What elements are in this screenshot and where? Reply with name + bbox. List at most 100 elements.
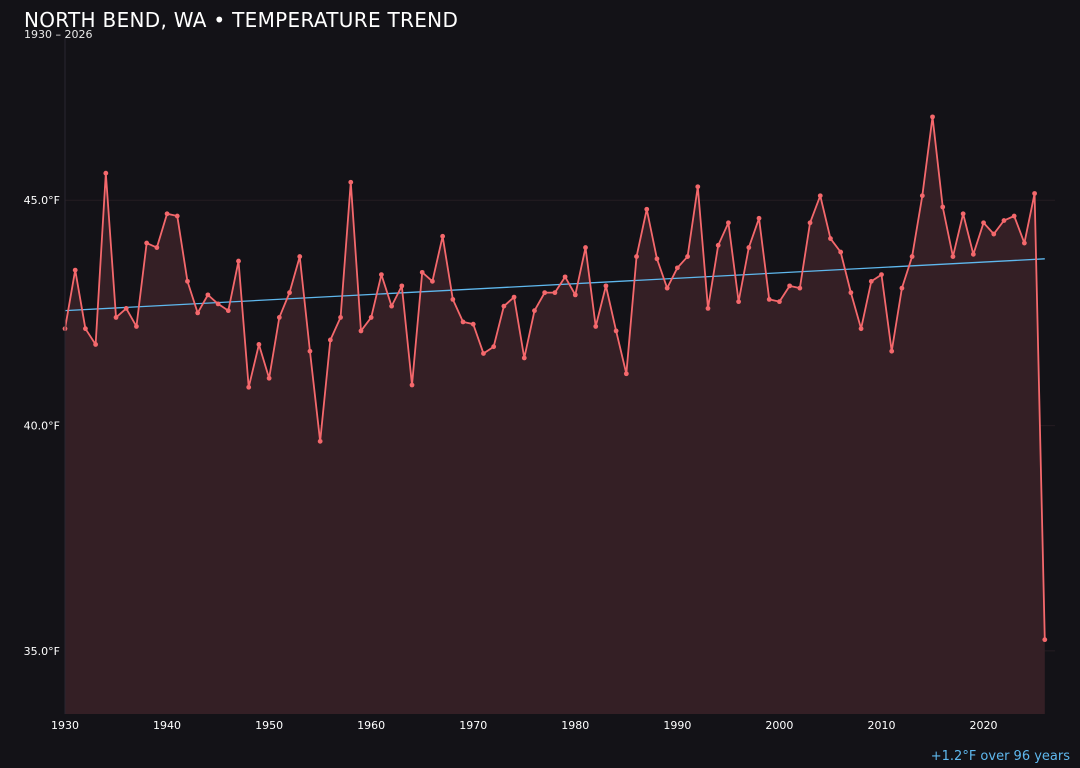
area-fill xyxy=(65,116,1045,715)
data-point xyxy=(327,337,333,343)
x-tick-label: 1930 xyxy=(51,719,79,732)
x-tick-label: 1950 xyxy=(255,719,283,732)
data-point xyxy=(695,184,701,190)
data-point xyxy=(899,285,905,291)
data-point xyxy=(613,328,619,334)
data-point xyxy=(225,308,231,314)
data-point xyxy=(266,375,272,381)
data-point xyxy=(481,351,486,356)
data-point xyxy=(685,254,690,259)
x-tick-label: 1990 xyxy=(663,719,691,732)
data-point xyxy=(93,342,99,347)
data-point xyxy=(317,438,323,444)
data-point xyxy=(450,296,456,302)
x-tick-label: 1960 xyxy=(357,719,385,732)
data-point xyxy=(552,290,558,296)
data-point xyxy=(970,251,976,257)
data-point xyxy=(72,267,78,273)
data-point xyxy=(358,328,364,334)
data-point xyxy=(583,245,588,250)
data-point xyxy=(756,215,762,221)
data-point xyxy=(889,348,895,354)
data-point xyxy=(593,324,599,329)
data-point xyxy=(246,384,252,390)
data-point xyxy=(1001,218,1007,223)
data-point xyxy=(674,265,680,271)
data-point xyxy=(950,254,956,259)
data-point xyxy=(838,249,844,255)
data-point xyxy=(654,256,660,262)
data-point xyxy=(256,342,262,347)
data-point xyxy=(236,258,241,264)
data-point xyxy=(491,344,497,350)
data-point xyxy=(297,254,303,259)
data-point xyxy=(511,294,517,300)
data-point xyxy=(1021,240,1027,246)
data-point xyxy=(532,308,537,314)
data-point xyxy=(736,299,742,305)
data-point xyxy=(848,290,854,296)
data-point xyxy=(430,278,435,284)
data-point xyxy=(205,292,211,298)
data-point xyxy=(195,310,201,316)
data-point xyxy=(440,233,446,239)
data-point xyxy=(623,371,629,377)
x-tick-label: 1940 xyxy=(153,719,181,732)
data-point xyxy=(287,290,292,296)
data-point xyxy=(940,204,946,210)
data-point xyxy=(817,193,823,199)
data-point xyxy=(828,236,833,241)
data-point xyxy=(460,319,466,325)
y-tick-label: 45.0°F xyxy=(24,194,60,207)
data-point xyxy=(960,211,966,217)
data-point xyxy=(603,283,609,289)
data-point xyxy=(185,278,190,284)
trend-line-group xyxy=(64,258,1045,312)
data-point xyxy=(1032,191,1037,196)
data-point xyxy=(1011,213,1017,219)
data-point xyxy=(134,324,139,329)
data-point xyxy=(879,272,884,277)
data-point xyxy=(144,240,150,246)
data-point xyxy=(123,306,129,311)
data-point xyxy=(348,179,354,185)
trend-line xyxy=(64,258,1045,312)
chart-subtitle: 1930 – 2026 xyxy=(24,28,93,41)
chart-title: NORTH BEND, WA • TEMPERATURE TREND xyxy=(24,8,459,32)
data-point xyxy=(174,213,180,219)
trend-summary: +1.2°F over 96 years xyxy=(930,749,1070,764)
data-point xyxy=(338,315,343,320)
data-point xyxy=(777,299,782,305)
data-point xyxy=(470,321,476,327)
data-point xyxy=(154,245,160,250)
x-tick-label: 2020 xyxy=(970,719,998,732)
data-point xyxy=(868,278,874,284)
data-point xyxy=(501,303,507,309)
y-tick-label: 35.0°F xyxy=(24,645,60,658)
data-point xyxy=(562,274,568,280)
data-point xyxy=(113,315,119,320)
data-point xyxy=(399,283,405,289)
data-point xyxy=(930,114,935,120)
data-point xyxy=(164,211,170,217)
data-point xyxy=(705,306,711,311)
data-point xyxy=(1042,637,1048,643)
data-point xyxy=(634,254,639,259)
data-point xyxy=(715,242,721,248)
data-point xyxy=(664,285,670,291)
data-point xyxy=(215,301,221,307)
data-point xyxy=(981,220,986,226)
data-point xyxy=(766,296,772,302)
data-point xyxy=(521,355,527,361)
data-point xyxy=(746,245,752,250)
data-point xyxy=(991,231,997,237)
data-point xyxy=(542,290,548,296)
x-tick-label: 1980 xyxy=(561,719,589,732)
data-point xyxy=(419,269,425,275)
data-point xyxy=(307,348,313,354)
data-point xyxy=(409,382,415,388)
data-point xyxy=(797,285,803,291)
data-point xyxy=(378,272,384,277)
